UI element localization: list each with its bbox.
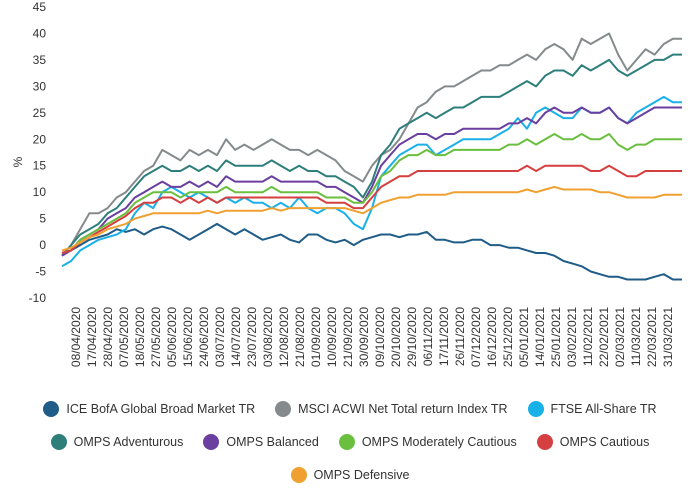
x-tick-label: 17/11/2020 (437, 307, 451, 366)
x-tick-label: 03/07/2020 (213, 307, 227, 367)
x-tick-label: 10/09/2020 (325, 307, 339, 367)
x-tick-label: 27/05/2020 (149, 307, 163, 367)
legend-swatch (527, 400, 544, 417)
x-tick-label: 24/06/2020 (197, 307, 211, 367)
y-tick-label: 0 (39, 238, 46, 252)
series-lines (61, 32, 682, 281)
x-tick-label: 06/11/2020 (421, 307, 435, 366)
x-tick-label: 20/10/2020 (389, 307, 403, 367)
x-tick-label: 05/06/2020 (165, 307, 179, 367)
legend-item: OMPS Adventurous (50, 433, 184, 450)
y-tick-label: 30 (33, 79, 47, 93)
legend: ICE BofA Global Broad Market TR MSCI ACWI… (0, 392, 700, 491)
legend-item: FTSE All-Share TR (527, 400, 657, 417)
x-tick-label: 21/08/2020 (293, 307, 307, 367)
x-tick-label: 25/01/2021 (549, 307, 563, 367)
y-tick-label: 45 (33, 0, 47, 14)
legend-swatch (203, 433, 220, 450)
legend-swatch (338, 433, 355, 450)
series-line-7 (61, 185, 682, 252)
legend-swatch (43, 400, 60, 417)
x-tick-label: 14/01/2021 (533, 307, 547, 367)
legend-label: OMPS Defensive (313, 467, 410, 482)
y-tick-label: -10 (29, 291, 47, 305)
y-tick-label: 10 (33, 185, 47, 199)
x-tick-label: 22/03/2021 (645, 307, 659, 367)
x-tick-label: 26/11/2020 (453, 307, 467, 366)
y-tick-label: 15 (33, 159, 47, 173)
legend-row: ICE BofA Global Broad Market TR MSCI ACWI… (0, 392, 700, 425)
x-tick-label: 03/08/2020 (261, 307, 275, 367)
legend-swatch (536, 433, 553, 450)
y-tick-label: 40 (33, 26, 47, 40)
legend-label: OMPS Cautious (559, 434, 650, 449)
legend-swatch (50, 433, 67, 450)
x-tick-label: 11/03/2021 (629, 307, 643, 366)
x-tick-label: 18/05/2020 (133, 307, 147, 367)
x-tick-label: 09/10/2020 (373, 307, 387, 367)
x-tick-label: 21/09/2020 (341, 307, 355, 367)
x-tick-label: 12/08/2020 (277, 307, 291, 367)
x-tick-label: 01/09/2020 (309, 307, 323, 367)
x-tick-label: 07/12/2020 (469, 307, 483, 367)
x-tick-label: 16/12/2020 (485, 307, 499, 367)
y-axis-ticks: 45 40 35 30 25 20 15 10 5 0 -5 -10 (29, 0, 47, 305)
x-tick-label: 14/07/2020 (229, 307, 243, 367)
x-tick-label: 31/03/2021 (661, 307, 675, 367)
x-tick-label: 08/04/2020 (69, 307, 83, 367)
x-tick-label: 05/01/2021 (517, 307, 531, 367)
legend-swatch (290, 466, 307, 483)
series-line-0 (61, 222, 682, 281)
x-tick-label: 30/09/2020 (357, 307, 371, 367)
y-tick-label: 5 (39, 212, 46, 226)
series-line-4 (61, 106, 682, 257)
y-axis-label: % (11, 156, 25, 167)
x-tick-label: 28/04/2020 (101, 307, 115, 367)
legend-label: OMPS Adventurous (73, 434, 184, 449)
x-tick-label: 22/02/2021 (597, 307, 611, 367)
legend-row: OMPS Defensive (0, 458, 700, 491)
legend-item: OMPS Balanced (203, 433, 319, 450)
legend-label: FTSE All-Share TR (550, 401, 657, 416)
x-tick-label: 29/10/2020 (405, 307, 419, 367)
y-tick-label: 25 (33, 106, 47, 120)
series-line-6 (61, 164, 682, 254)
x-tick-label: 23/07/2020 (245, 307, 259, 367)
series-line-5 (61, 133, 682, 254)
legend-label: MSCI ACWI Net Total return Index TR (298, 401, 508, 416)
legend-item: OMPS Moderately Cautious (338, 433, 517, 450)
y-tick-label: -5 (35, 265, 46, 279)
series-line-3 (61, 53, 682, 257)
series-line-1 (61, 32, 682, 257)
x-tick-label: 07/05/2020 (117, 307, 131, 367)
x-tick-label: 02/03/2021 (613, 307, 627, 367)
legend-swatch (275, 400, 292, 417)
legend-item: OMPS Defensive (290, 466, 410, 483)
legend-row: OMPS Adventurous OMPS Balanced OMPS Modera… (0, 425, 700, 458)
x-tick-label: 11/02/2021 (581, 307, 595, 366)
legend-item: ICE BofA Global Broad Market TR (43, 400, 256, 417)
legend-label: OMPS Moderately Cautious (361, 434, 517, 449)
x-tick-label: 25/12/2020 (501, 307, 515, 367)
legend-item: MSCI ACWI Net Total return Index TR (275, 400, 508, 417)
x-tick-label: 15/06/2020 (181, 307, 195, 367)
legend-label: OMPS Balanced (226, 434, 319, 449)
legend-label: ICE BofA Global Broad Market TR (66, 401, 256, 416)
y-tick-label: 35 (33, 53, 47, 67)
y-tick-label: 20 (33, 132, 47, 146)
x-tick-label: 03/02/2021 (565, 307, 579, 367)
line-chart: 45 40 35 30 25 20 15 10 5 0 -5 -10 % 08/04/2020 17/0… (11, 0, 682, 367)
x-axis-ticks: 08/04/2020 17/04/2020 28/04/2020 07/05/2020… (69, 307, 675, 367)
legend-item: OMPS Cautious (536, 433, 650, 450)
x-tick-label: 17/04/2020 (85, 307, 99, 367)
